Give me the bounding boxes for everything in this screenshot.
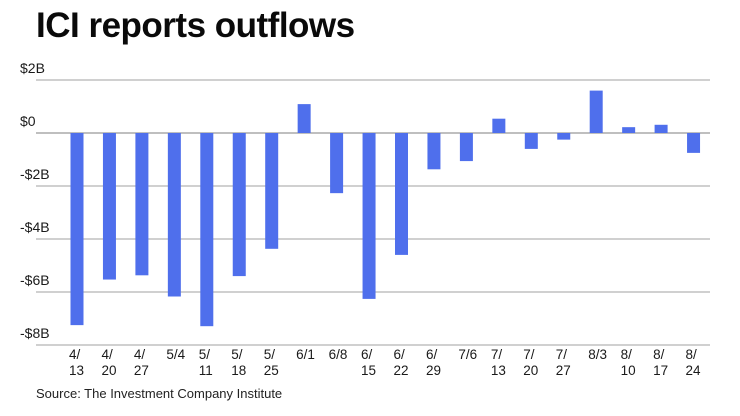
- x-tick-label: 5/4: [166, 347, 185, 362]
- y-tick-label: $0: [20, 113, 36, 129]
- x-tick-label: 8/: [621, 347, 633, 362]
- bar-6-22: [395, 133, 408, 255]
- y-tick-label: $2B: [20, 60, 45, 76]
- x-tick-label: 29: [426, 363, 441, 378]
- x-tick-label: 20: [523, 363, 538, 378]
- y-tick-label: -$4B: [20, 219, 50, 235]
- bar-5-4: [167, 133, 181, 297]
- x-tick-label: 7/: [491, 347, 503, 362]
- bar-8-17: [654, 124, 668, 133]
- y-tick-label: -$8B: [20, 325, 50, 341]
- bar-4-27: [135, 133, 149, 276]
- bar-8-24: [687, 133, 701, 153]
- x-axis-ticks: 4/134/204/275/4 5/115/185/256/1 6/8 6/156/2…: [69, 347, 701, 378]
- x-tick-label: 25: [264, 363, 279, 378]
- x-tick-label: 8/: [653, 347, 665, 362]
- x-tick-label: 6/: [426, 347, 438, 362]
- bar-4-13: [70, 133, 84, 326]
- x-tick-label: 18: [231, 363, 246, 378]
- x-tick-label: 6/1: [296, 347, 315, 362]
- bar-7-6: [459, 133, 473, 162]
- bar-6-8: [330, 133, 344, 194]
- x-tick-label: 24: [686, 363, 702, 378]
- x-tick-label: 5/: [199, 347, 211, 362]
- x-tick-label: 5/: [231, 347, 243, 362]
- bar-8-10: [622, 127, 636, 133]
- x-tick-label: 20: [101, 363, 116, 378]
- bar-6-1: [297, 104, 311, 133]
- bars: [70, 90, 701, 327]
- x-tick-label: 7/6: [458, 347, 477, 362]
- bar-7-13: [492, 118, 506, 133]
- bar-7-27: [557, 133, 571, 140]
- x-tick-label: 13: [69, 363, 84, 378]
- bar-4-20: [102, 133, 116, 280]
- y-tick-label: -$2B: [20, 166, 50, 182]
- x-tick-label: 4/: [134, 347, 146, 362]
- x-tick-label: 27: [134, 363, 149, 378]
- x-tick-label: 6/: [394, 347, 406, 362]
- bar-5-11: [200, 133, 214, 327]
- x-tick-label: 22: [394, 363, 409, 378]
- x-tick-label: 15: [361, 363, 376, 378]
- x-tick-label: 8/3: [588, 347, 607, 362]
- x-tick-label: 27: [556, 363, 571, 378]
- bar-5-25: [265, 133, 279, 249]
- x-tick-label: 17: [653, 363, 668, 378]
- x-tick-label: 4/: [69, 347, 81, 362]
- bar-6-29: [427, 133, 441, 170]
- x-tick-label: 7/: [523, 347, 535, 362]
- y-axis-ticks: $2B $0 -$2B -$4B -$6B -$8B: [20, 60, 50, 341]
- x-tick-label: 11: [199, 363, 213, 378]
- x-tick-label: 6/: [361, 347, 373, 362]
- x-tick-label: 5/: [264, 347, 276, 362]
- bar-6-15: [362, 133, 376, 299]
- x-tick-label: 13: [491, 363, 506, 378]
- y-tick-label: -$6B: [20, 272, 50, 288]
- source-note: Source: The Investment Company Institute: [36, 386, 283, 401]
- x-tick-label: 10: [621, 363, 636, 378]
- x-tick-label: 6/8: [329, 347, 348, 362]
- chart-title: ICI reports outflows: [36, 6, 355, 45]
- x-tick-label: 4/: [101, 347, 113, 362]
- bar-5-18: [232, 133, 246, 277]
- x-tick-label: 7/: [556, 347, 568, 362]
- bar-8-3: [589, 90, 603, 133]
- bar-7-20: [524, 133, 538, 149]
- x-tick-label: 8/: [686, 347, 698, 362]
